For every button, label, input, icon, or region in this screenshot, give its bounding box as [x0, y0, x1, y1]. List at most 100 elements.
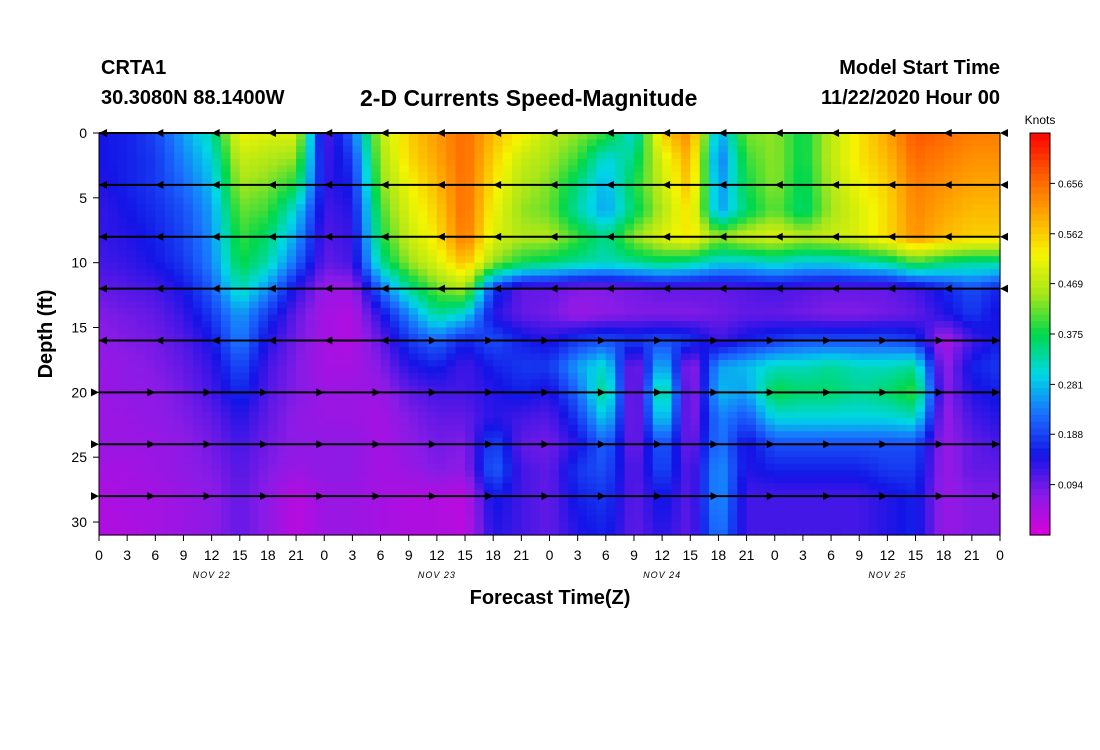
heatmap-cell [643, 158, 654, 167]
heatmap-cell [596, 288, 607, 296]
heatmap-cell [343, 204, 354, 212]
heatmap-cell [305, 184, 316, 192]
heatmap-cell [324, 385, 335, 393]
heatmap-cell [615, 340, 626, 348]
heatmap-cell [155, 178, 166, 186]
heatmap-cell [427, 152, 438, 160]
heatmap-cell [746, 217, 757, 225]
heatmap-cell [587, 392, 598, 400]
heatmap-cell [192, 217, 203, 225]
heatmap-cell [183, 411, 194, 419]
heatmap-cell [155, 217, 166, 225]
heatmap-cell [164, 457, 175, 465]
heatmap-cell [587, 431, 598, 439]
heatmap-cell [361, 230, 372, 238]
heatmap-cell [915, 230, 926, 238]
heatmap-cell [145, 191, 156, 199]
heatmap-cell [192, 152, 203, 160]
heatmap-cell [868, 269, 879, 277]
heatmap-cell [258, 463, 269, 471]
heatmap-cell [389, 145, 400, 154]
heatmap-cell [840, 340, 851, 348]
heatmap-cell [859, 321, 870, 329]
heatmap-cell [230, 236, 241, 244]
heatmap-cell [624, 191, 635, 199]
heatmap-cell [305, 444, 316, 452]
heatmap-cell [389, 463, 400, 471]
heatmap-cell [511, 321, 522, 329]
heatmap-cell [924, 133, 935, 141]
heatmap-cell [680, 282, 691, 290]
heatmap-cell [821, 249, 832, 257]
heatmap-cell [446, 463, 457, 471]
heatmap-cell [502, 230, 513, 238]
heatmap-cell [840, 275, 851, 283]
heatmap-cell [605, 353, 616, 361]
heatmap-cell [633, 418, 644, 426]
heatmap-cell [718, 262, 729, 270]
heatmap-cell [174, 197, 185, 205]
heatmap-cell [981, 327, 992, 335]
heatmap-cell [99, 236, 109, 244]
heatmap-cell [887, 444, 898, 452]
heatmap-cell [549, 152, 560, 160]
heatmap-cell [624, 178, 635, 186]
heatmap-cell [239, 346, 250, 355]
heatmap-cell [549, 385, 560, 393]
heatmap-cell [127, 301, 138, 309]
heatmap-cell [380, 359, 391, 368]
heatmap-cell [427, 392, 438, 400]
heatmap-cell [615, 249, 626, 257]
heatmap-cell [333, 158, 344, 167]
heatmap-cell [568, 405, 579, 413]
heatmap-cell [868, 457, 879, 465]
heatmap-cell [568, 450, 579, 458]
heatmap-cell [718, 269, 729, 277]
heatmap-cell [868, 334, 879, 342]
heatmap-cell [108, 457, 119, 465]
heatmap-cell [821, 359, 832, 368]
heatmap-cell [258, 210, 269, 218]
heatmap-cell [211, 210, 222, 218]
heatmap-cell [709, 210, 720, 218]
heatmap-cell [99, 145, 109, 154]
heatmap-cell [530, 256, 541, 264]
heatmap-cell [249, 282, 260, 290]
heatmap-cell [108, 405, 119, 413]
heatmap-cell [558, 444, 569, 452]
heatmap-cell [258, 184, 269, 192]
heatmap-cell [267, 197, 278, 205]
heatmap-cell [455, 450, 466, 458]
heatmap-cell [821, 256, 832, 264]
heatmap-cell [793, 249, 804, 257]
heatmap-cell [202, 282, 213, 290]
heatmap-cell [174, 256, 185, 264]
heatmap-cell [690, 321, 701, 329]
heatmap-cell [690, 165, 701, 173]
heatmap-cell [164, 437, 175, 445]
heatmap-cell [680, 418, 691, 426]
heatmap-cell [727, 165, 738, 173]
heatmap-cell [971, 431, 982, 439]
heatmap-cell [727, 139, 738, 147]
heatmap-cell [896, 444, 907, 452]
heatmap-cell [802, 308, 813, 316]
heatmap-cell [230, 334, 241, 342]
heatmap-cell [690, 295, 701, 303]
heatmap-cell [821, 133, 832, 141]
heatmap-cell [117, 379, 128, 387]
heatmap-cell [465, 152, 476, 160]
heatmap-cell [136, 463, 147, 471]
heatmap-cell [314, 353, 325, 361]
heatmap-cell [596, 133, 607, 141]
heatmap-cell [605, 191, 616, 199]
heatmap-cell [99, 327, 109, 335]
heatmap-cell [962, 139, 973, 147]
heatmap-cell [709, 444, 720, 452]
heatmap-cell [662, 314, 673, 322]
heatmap-cell [371, 139, 382, 147]
heatmap-cell [737, 275, 748, 283]
heatmap-cell [953, 210, 964, 218]
heatmap-cell [924, 171, 935, 179]
heatmap-cell [671, 418, 682, 426]
